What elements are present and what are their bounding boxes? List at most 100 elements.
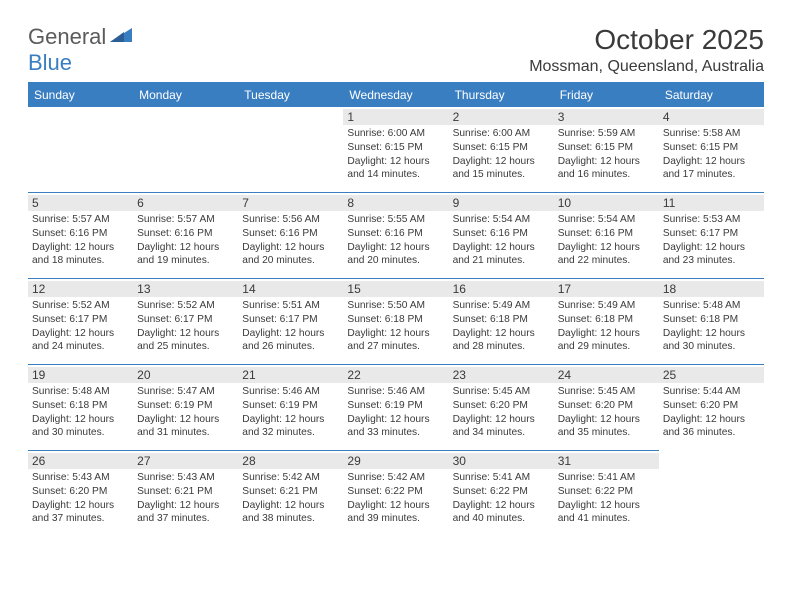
- day-cell: 16Sunrise: 5:49 AMSunset: 6:18 PMDayligh…: [449, 278, 554, 364]
- weekday-tuesday: Tuesday: [238, 84, 343, 106]
- day-cell: 20Sunrise: 5:47 AMSunset: 6:19 PMDayligh…: [133, 364, 238, 450]
- daylight-line: Daylight: 12 hours and 14 minutes.: [347, 155, 444, 183]
- sunset-line: Sunset: 6:18 PM: [663, 313, 760, 327]
- day-number: 31: [554, 453, 659, 469]
- sunrise-line: Sunrise: 5:46 AM: [347, 385, 444, 399]
- logo-text-blue: Blue: [28, 50, 72, 75]
- sunrise-line: Sunrise: 5:55 AM: [347, 213, 444, 227]
- daylight-line: Daylight: 12 hours and 21 minutes.: [453, 241, 550, 269]
- sunrise-line: Sunrise: 5:48 AM: [32, 385, 129, 399]
- day-cell: 19 Sunrise: 5:48 AMSunset: 6:18 PMDayligh…: [28, 364, 133, 450]
- daylight-line: Daylight: 12 hours and 18 minutes.: [32, 241, 129, 269]
- sunset-line: Sunset: 6:16 PM: [242, 227, 339, 241]
- sunset-line: Sunset: 6:16 PM: [32, 227, 129, 241]
- day-number: 21: [238, 367, 343, 383]
- location-text: Mossman, Queensland, Australia: [529, 58, 764, 76]
- day-info: Sunrise: 5:51 AMSunset: 6:17 PMDaylight:…: [242, 299, 339, 354]
- daylight-line: Daylight: 12 hours and 19 minutes.: [137, 241, 234, 269]
- day-info: Sunrise: 5:46 AMSunset: 6:19 PMDaylight:…: [347, 385, 444, 440]
- sunrise-line: Sunrise: 5:57 AM: [137, 213, 234, 227]
- sunrise-line: Sunrise: 5:46 AM: [242, 385, 339, 399]
- weekday-friday: Friday: [554, 84, 659, 106]
- day-info: Sunrise: 5:43 AMSunset: 6:20 PMDaylight:…: [32, 471, 129, 526]
- daylight-line: Daylight: 12 hours and 15 minutes.: [453, 155, 550, 183]
- sunset-line: Sunset: 6:20 PM: [453, 399, 550, 413]
- daylight-line: Daylight: 12 hours and 17 minutes.: [663, 155, 760, 183]
- daylight-line: Daylight: 12 hours and 28 minutes.: [453, 327, 550, 355]
- weekday-header: Sunday Monday Tuesday Wednesday Thursday…: [28, 84, 764, 106]
- sunrise-line: Sunrise: 5:53 AM: [663, 213, 760, 227]
- logo-text-general: General: [28, 24, 106, 50]
- day-number: 25: [659, 367, 764, 383]
- empty-cell: [133, 106, 238, 192]
- title-block: October 2025 Mossman, Queensland, Austra…: [529, 24, 764, 76]
- day-info: Sunrise: 5:47 AMSunset: 6:19 PMDaylight:…: [137, 385, 234, 440]
- day-number: 24: [554, 367, 659, 383]
- logo: General: [28, 24, 132, 50]
- month-title: October 2025: [529, 24, 764, 56]
- sunrise-line: Sunrise: 5:43 AM: [137, 471, 234, 485]
- day-number: 4: [659, 109, 764, 125]
- daylight-line: Daylight: 12 hours and 37 minutes.: [137, 499, 234, 527]
- day-cell: 15 Sunrise: 5:50 AMSunset: 6:18 PMDayligh…: [343, 278, 448, 364]
- sunrise-line: Sunrise: 5:42 AM: [347, 471, 444, 485]
- day-info: Sunrise: 5:41 AMSunset: 6:22 PMDaylight:…: [453, 471, 550, 526]
- daylight-line: Daylight: 12 hours and 31 minutes.: [137, 413, 234, 441]
- day-info: Sunrise: 5:48 AMSunset: 6:18 PMDaylight:…: [32, 385, 129, 440]
- day-info: Sunrise: 5:42 AMSunset: 6:21 PMDaylight:…: [242, 471, 339, 526]
- sunrise-line: Sunrise: 5:44 AM: [663, 385, 760, 399]
- sunset-line: Sunset: 6:18 PM: [558, 313, 655, 327]
- day-cell: 29Sunrise: 5:42 AMSunset: 6:22 PMDayligh…: [343, 450, 448, 536]
- day-info: Sunrise: 5:55 AMSunset: 6:16 PMDaylight:…: [347, 213, 444, 268]
- day-cell: 28Sunrise: 5:42 AMSunset: 6:21 PMDayligh…: [238, 450, 343, 536]
- sunrise-line: Sunrise: 5:42 AM: [242, 471, 339, 485]
- day-number: 19: [28, 367, 133, 383]
- day-cell: 30Sunrise: 5:41 AMSunset: 6:22 PMDayligh…: [449, 450, 554, 536]
- daylight-line: Daylight: 12 hours and 23 minutes.: [663, 241, 760, 269]
- day-cell: 14 Sunrise: 5:51 AMSunset: 6:17 PMDayligh…: [238, 278, 343, 364]
- calendar-grid: 1Sunrise: 6:00 AMSunset: 6:15 PMDaylight…: [28, 106, 764, 536]
- day-info: Sunrise: 5:48 AMSunset: 6:18 PMDaylight:…: [663, 299, 760, 354]
- sunset-line: Sunset: 6:16 PM: [347, 227, 444, 241]
- sunrise-line: Sunrise: 5:48 AM: [663, 299, 760, 313]
- day-number: 14: [238, 281, 343, 297]
- day-info: Sunrise: 5:57 AMSunset: 6:16 PMDaylight:…: [137, 213, 234, 268]
- day-info: Sunrise: 6:00 AMSunset: 6:15 PMDaylight:…: [347, 127, 444, 182]
- day-info: Sunrise: 5:46 AMSunset: 6:19 PMDaylight:…: [242, 385, 339, 440]
- day-info: Sunrise: 5:59 AMSunset: 6:15 PMDaylight:…: [558, 127, 655, 182]
- sunset-line: Sunset: 6:21 PM: [242, 485, 339, 499]
- day-number: 7: [238, 195, 343, 211]
- weekday-sunday: Sunday: [28, 84, 133, 106]
- day-number: 12: [28, 281, 133, 297]
- day-cell: 24Sunrise: 5:45 AMSunset: 6:20 PMDayligh…: [554, 364, 659, 450]
- daylight-line: Daylight: 12 hours and 27 minutes.: [347, 327, 444, 355]
- day-number: 15: [343, 281, 448, 297]
- sunset-line: Sunset: 6:22 PM: [453, 485, 550, 499]
- empty-cell: [238, 106, 343, 192]
- sunset-line: Sunset: 6:16 PM: [558, 227, 655, 241]
- day-number: 16: [449, 281, 554, 297]
- sunset-line: Sunset: 6:20 PM: [32, 485, 129, 499]
- sunrise-line: Sunrise: 5:59 AM: [558, 127, 655, 141]
- day-cell: 6Sunrise: 5:57 AMSunset: 6:16 PMDaylight…: [133, 192, 238, 278]
- day-cell: 5Sunrise: 5:57 AMSunset: 6:16 PMDaylight…: [28, 192, 133, 278]
- sunset-line: Sunset: 6:18 PM: [32, 399, 129, 413]
- day-number: 18: [659, 281, 764, 297]
- day-info: Sunrise: 5:53 AMSunset: 6:17 PMDaylight:…: [663, 213, 760, 268]
- day-cell: 9Sunrise: 5:54 AMSunset: 6:16 PMDaylight…: [449, 192, 554, 278]
- daylight-line: Daylight: 12 hours and 30 minutes.: [32, 413, 129, 441]
- daylight-line: Daylight: 12 hours and 16 minutes.: [558, 155, 655, 183]
- day-info: Sunrise: 5:41 AMSunset: 6:22 PMDaylight:…: [558, 471, 655, 526]
- day-cell: 18 Sunrise: 5:48 AMSunset: 6:18 PMDayligh…: [659, 278, 764, 364]
- day-info: Sunrise: 5:50 AMSunset: 6:18 PMDaylight:…: [347, 299, 444, 354]
- day-cell: 11Sunrise: 5:53 AMSunset: 6:17 PMDayligh…: [659, 192, 764, 278]
- day-cell: 8 Sunrise: 5:55 AMSunset: 6:16 PMDaylight…: [343, 192, 448, 278]
- sunrise-line: Sunrise: 5:52 AM: [32, 299, 129, 313]
- sunset-line: Sunset: 6:21 PM: [137, 485, 234, 499]
- day-number: 8: [343, 195, 448, 211]
- sunrise-line: Sunrise: 5:49 AM: [453, 299, 550, 313]
- day-number: 22: [343, 367, 448, 383]
- sunrise-line: Sunrise: 5:51 AM: [242, 299, 339, 313]
- day-cell: 12Sunrise: 5:52 AMSunset: 6:17 PMDayligh…: [28, 278, 133, 364]
- daylight-line: Daylight: 12 hours and 20 minutes.: [242, 241, 339, 269]
